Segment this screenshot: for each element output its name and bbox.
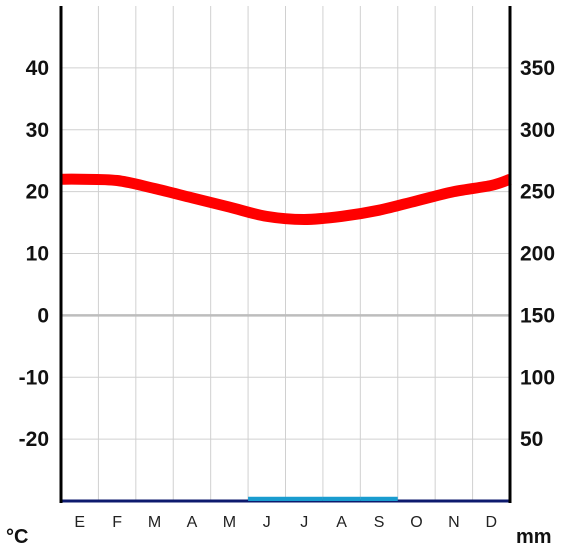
precipitation-series — [61, 496, 510, 503]
left-axis-ticks: 40 30 20 10 0 -10 -20 — [19, 57, 49, 451]
month-label: F — [112, 514, 122, 531]
month-label: E — [74, 514, 85, 531]
right-tick-label: 350 — [520, 57, 555, 80]
temperature-line — [60, 173, 512, 225]
precipitation-bar — [285, 496, 323, 501]
left-tick-label: 30 — [26, 119, 49, 142]
left-tick-label: -20 — [19, 428, 49, 451]
temperature-series — [60, 173, 512, 225]
month-label: O — [410, 514, 422, 531]
right-tick-label: 250 — [520, 181, 555, 204]
month-label: M — [148, 514, 161, 531]
right-tick-label: 200 — [520, 243, 555, 266]
precipitation-bar — [322, 496, 361, 501]
month-label: J — [300, 514, 308, 531]
month-label: N — [448, 514, 460, 531]
axes — [59, 6, 512, 503]
month-label: M — [223, 514, 236, 531]
left-tick-label: 10 — [26, 243, 49, 266]
right-tick-label: 100 — [520, 366, 555, 389]
month-label: A — [336, 514, 347, 531]
left-tick-label: -10 — [19, 366, 49, 389]
right-tick-label: 150 — [520, 304, 555, 327]
right-axis-ticks: 350 300 250 200 150 100 50 — [520, 57, 555, 451]
right-axis-unit: mm — [516, 526, 552, 547]
month-label: S — [374, 514, 385, 531]
right-tick-label: 50 — [520, 428, 543, 451]
grid — [61, 6, 511, 501]
left-tick-label: 40 — [26, 57, 49, 80]
month-label: A — [187, 514, 198, 531]
precipitation-bar — [360, 496, 398, 501]
left-tick-label: 20 — [26, 181, 49, 204]
right-tick-label: 300 — [520, 119, 555, 142]
left-tick-label: 0 — [37, 304, 49, 327]
month-label: J — [263, 514, 271, 531]
left-axis-unit: °C — [6, 526, 28, 547]
month-label: D — [486, 514, 498, 531]
precipitation-bar — [248, 496, 286, 501]
